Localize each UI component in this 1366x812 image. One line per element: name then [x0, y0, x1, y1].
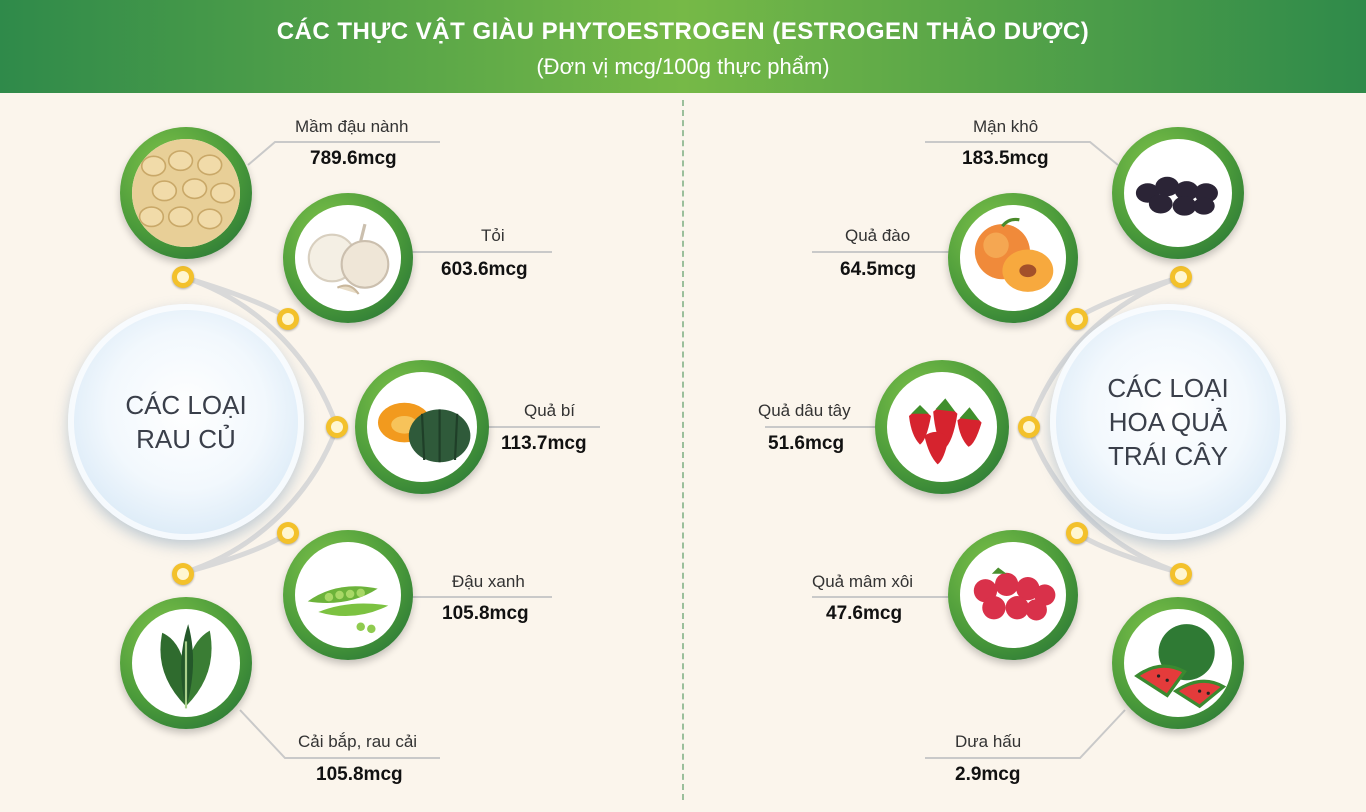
- soybean-icon: [120, 127, 252, 259]
- connector-node: [326, 416, 348, 438]
- item-value: 64.5mcg: [840, 259, 917, 280]
- item-value: 2.9mcg: [955, 764, 1021, 785]
- strawberry-icon: [875, 360, 1009, 494]
- watermelon-icon: [1112, 597, 1244, 729]
- item-value: 47.6mcg: [826, 603, 903, 624]
- connector-node: [277, 522, 299, 544]
- vegetables-hub: CÁC LOẠI RAU CỦ: [68, 304, 304, 540]
- connector-node: [1066, 522, 1088, 544]
- item-value: 51.6mcg: [768, 433, 845, 454]
- vegetables-hub-label: CÁC LOẠI RAU CỦ: [125, 390, 247, 454]
- connector-node: [1066, 308, 1088, 330]
- fruits-hub: CÁC LOẠI HOA QUẢ TRÁI CÂY: [1050, 304, 1286, 540]
- leafy-greens-icon: [120, 597, 252, 729]
- peach-icon: [948, 193, 1078, 323]
- item-name: Quả bí: [524, 401, 576, 420]
- raspberry-icon: [948, 530, 1078, 660]
- item-name: Đậu xanh: [452, 572, 525, 591]
- connector-node: [172, 563, 194, 585]
- green-pea-icon: [283, 530, 413, 660]
- page-title: CÁC THỰC VẬT GIÀU PHYTOESTROGEN (ESTROGE…: [276, 18, 1090, 45]
- item-name: Dưa hấu: [955, 732, 1022, 751]
- item-name: Tỏi: [481, 226, 505, 245]
- item-value: 105.8mcg: [316, 764, 403, 785]
- item-name: Quả đào: [845, 226, 911, 245]
- item-value: 183.5mcg: [962, 148, 1049, 169]
- item-name: Quả dâu tây: [758, 401, 851, 420]
- header-banner: CÁC THỰC VẬT GIÀU PHYTOESTROGEN (ESTROGE…: [0, 0, 1366, 93]
- item-name: Cải bắp, rau cải: [298, 732, 418, 751]
- connector-node: [277, 308, 299, 330]
- item-value: 113.7mcg: [501, 433, 587, 454]
- connector-node: [172, 266, 194, 288]
- item-value: 789.6mcg: [310, 148, 397, 169]
- item-name: Quả mâm xôi: [812, 572, 914, 591]
- pumpkin-icon: [355, 360, 489, 494]
- fruits-hub-label: CÁC LOẠI HOA QUẢ TRÁI CÂY: [1107, 373, 1229, 471]
- item-value: 105.8mcg: [442, 603, 529, 624]
- item-name: Mận khô: [973, 117, 1039, 136]
- connector-node: [1170, 266, 1192, 288]
- page-subtitle: (Đơn vị mcg/100g thực phẩm): [536, 54, 830, 79]
- item-name: Mầm đậu nành: [295, 117, 409, 136]
- connector-node: [1170, 563, 1192, 585]
- prune-icon: [1112, 127, 1244, 259]
- center-divider: [682, 100, 684, 800]
- item-value: 603.6mcg: [441, 259, 528, 280]
- garlic-icon: [283, 193, 413, 323]
- connector-node: [1018, 416, 1040, 438]
